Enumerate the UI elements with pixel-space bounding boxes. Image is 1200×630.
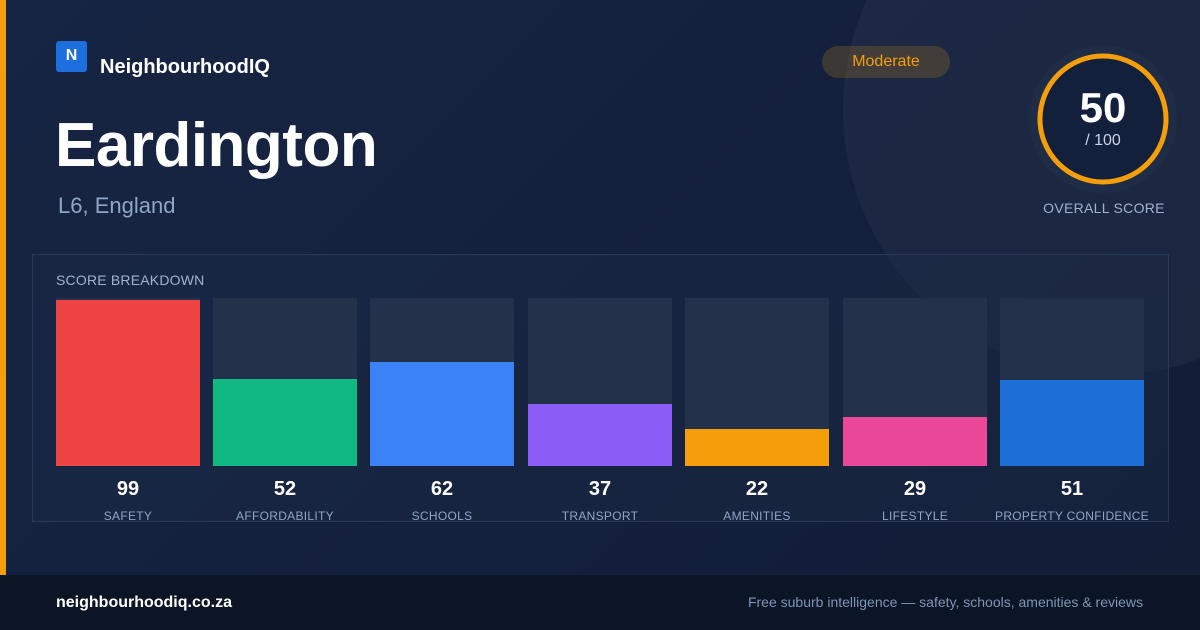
bar-value: 62 [430,478,454,500]
bar-label: PROPERTY CONFIDENCE [995,509,1149,523]
bar-label: LIFESTYLE [881,509,949,523]
bar-label: AFFORDABILITY [236,509,334,523]
footer: neighbourhoodiq.co.za Free suburb intell… [0,575,1200,630]
bar-track [685,298,829,466]
score-ring [1029,45,1177,193]
breakdown-bar-transport: 37 TRANSPORT [528,298,672,523]
overall-score-gauge: 50 / 100 [1028,44,1178,194]
bar-label: AMENITIES [723,509,791,523]
bar-value: 22 [745,478,769,500]
brand-logo-icon: N [56,40,87,72]
bar-value: 99 [116,478,140,500]
breakdown-bar-property-confidence: 51 PROPERTY CONFIDENCE [995,298,1149,523]
breakdown-bar-affordability: 52 AFFORDABILITY [213,298,357,523]
bar-fill [56,300,200,466]
bar-fill [1000,380,1144,466]
bar-fill [843,417,987,466]
bar-track [528,298,672,466]
bar-fill [370,362,514,466]
brand-name: NeighbourhoodIQ [100,55,270,78]
bar-fill [213,379,357,466]
accent-bar [0,0,6,575]
bar-track [843,298,987,466]
breakdown-bars: 99 SAFETY 52 AFFORDABILITY 62 SCHOOLS 37 TRANSP… [33,255,1170,523]
bar-value: 29 [903,478,927,500]
bar-label: SAFETY [103,509,153,523]
bar-track [56,298,200,466]
bar-value: 37 [588,478,612,500]
rating-badge: Moderate [822,46,950,78]
bar-track [1000,298,1144,466]
footer-tagline: Free suburb intelligence — safety, schoo… [747,594,1143,610]
overall-score-label: OVERALL SCORE [1043,200,1165,216]
brand[interactable]: N NeighbourhoodIQ [56,40,270,78]
suburb-title: Eardington [55,111,378,180]
bar-track [213,298,357,466]
score-ring-arc [1037,53,1169,185]
bar-fill [685,429,829,466]
footer-url[interactable]: neighbourhoodiq.co.za [56,594,232,611]
share-card: N NeighbourhoodIQ Eardington L6, England… [0,0,1200,575]
bar-label: TRANSPORT [561,509,639,523]
overall-score-denominator: / 100 [1085,132,1121,149]
breakdown-bar-schools: 62 SCHOOLS [370,298,514,523]
breakdown-bar-amenities: 22 AMENITIES [685,298,829,523]
bar-label: SCHOOLS [411,509,473,523]
suburb-location: L6, England [58,193,176,218]
bar-value: 51 [1060,478,1084,500]
breakdown-bar-safety: 99 SAFETY [56,298,200,523]
bar-value: 52 [273,478,297,500]
bar-track [370,298,514,466]
bar-fill [528,404,672,466]
breakdown-bar-lifestyle: 29 LIFESTYLE [843,298,987,523]
overall-score-value: 50 [1079,84,1127,131]
score-breakdown-panel: SCORE BREAKDOWN 99 SAFETY 52 AFFORDABILITY 6… [32,254,1170,523]
breakdown-title: SCORE BREAKDOWN [56,272,205,288]
